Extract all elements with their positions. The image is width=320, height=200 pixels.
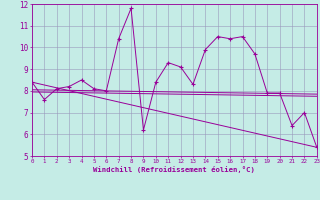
X-axis label: Windchill (Refroidissement éolien,°C): Windchill (Refroidissement éolien,°C) <box>93 166 255 173</box>
